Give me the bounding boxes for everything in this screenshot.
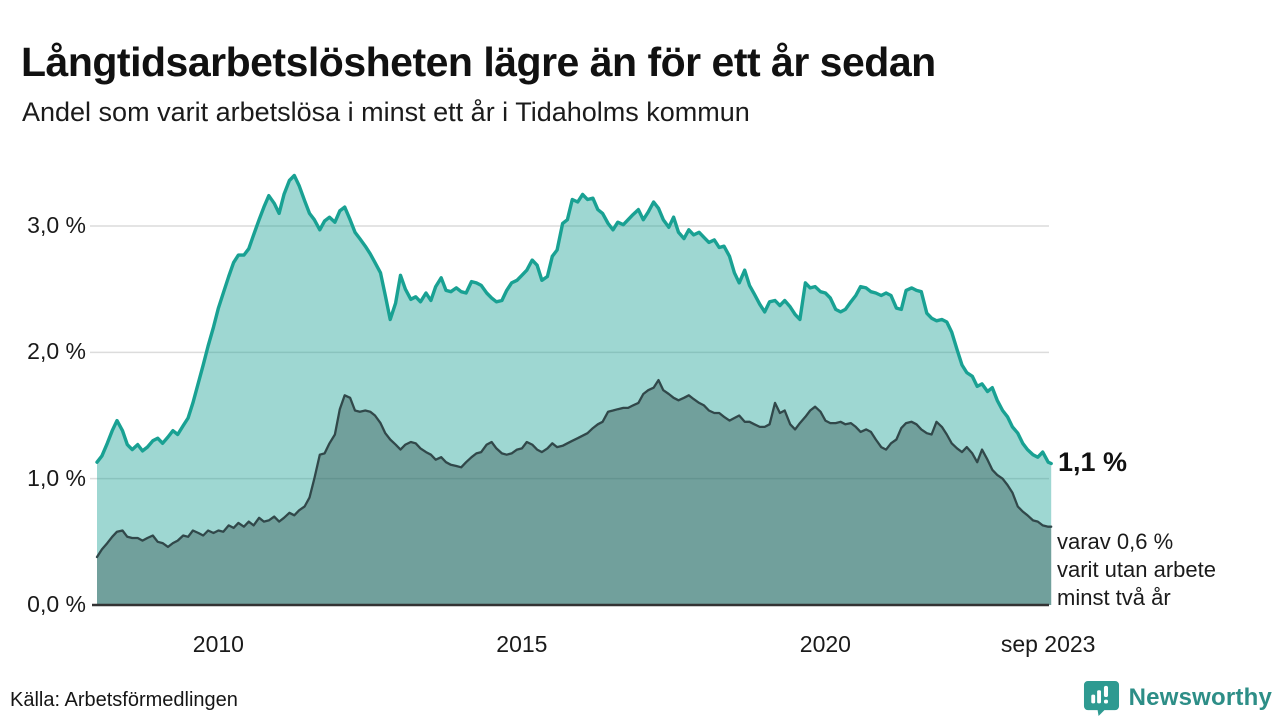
- x-axis-label: 2020: [799, 631, 851, 657]
- subset-annotation-line: minst två år: [1057, 584, 1171, 610]
- x-axis-label: 2015: [496, 631, 548, 657]
- area-min-one-year: [97, 175, 1052, 605]
- y-axis-label: 3,0 %: [27, 212, 86, 238]
- y-axis-label: 2,0 %: [27, 338, 86, 365]
- area-min-two-years: [97, 380, 1052, 605]
- subset-annotation-line: varav 0,6 %: [1057, 528, 1174, 554]
- subset-annotation-line: varit utan arbete: [1057, 556, 1216, 582]
- line-min-one-year: [95, 173, 1053, 466]
- chart-subtitle: Andel som varit arbetslösa i minst ett å…: [22, 97, 750, 127]
- x-axis-label: sep 2023: [1000, 631, 1096, 657]
- line-min-two-years: [95, 378, 1053, 559]
- y-axis-label: 0,0 %: [27, 591, 86, 617]
- x-axis-label: 2010: [192, 631, 244, 657]
- newsworthy-icon: [1083, 680, 1119, 716]
- latest-value-label: 1,1 %: [1058, 446, 1128, 477]
- source-note: Källa: Arbetsförmedlingen: [10, 689, 238, 711]
- y-axis-label: 1,0 %: [27, 464, 86, 491]
- newsworthy-wordmark: Newsworthy: [1128, 683, 1272, 711]
- newsworthy-logo: Newsworthy: [1083, 679, 1272, 716]
- page-title: Långtidsarbetslösheten lägre än för ett …: [21, 39, 936, 86]
- subset-annotation: varav 0,6 % varit utan arbete minst två år: [1057, 528, 1272, 612]
